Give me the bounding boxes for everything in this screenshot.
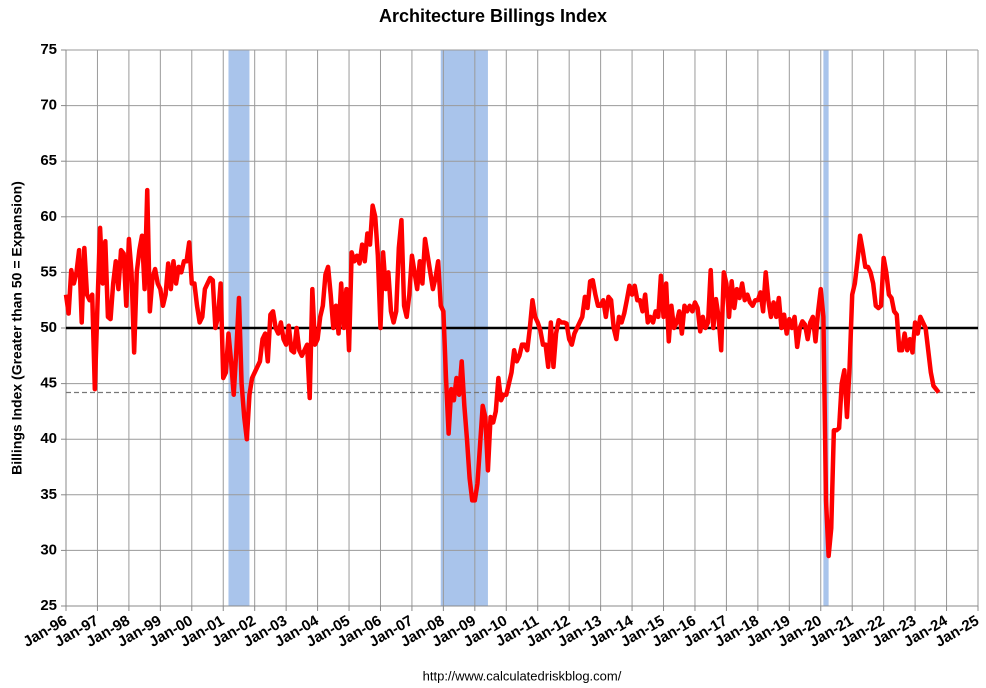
y-tick-label: 60 bbox=[40, 208, 57, 225]
y-tick-label: 35 bbox=[40, 486, 57, 503]
y-tick-label: 75 bbox=[40, 41, 57, 58]
data-line bbox=[63, 187, 941, 559]
y-axis-label: Billings Index (Greater than 50 = Expans… bbox=[9, 181, 25, 475]
y-tick-label: 40 bbox=[40, 430, 57, 447]
y-tick-label: 65 bbox=[40, 152, 57, 169]
y-tick-label: 25 bbox=[40, 597, 57, 614]
chart-title: Architecture Billings Index bbox=[379, 6, 607, 26]
source: http://www.calculatedriskblog.com/ bbox=[423, 668, 622, 683]
y-tick-label: 55 bbox=[40, 263, 57, 280]
y-tick-label: 45 bbox=[40, 375, 57, 392]
y-tick-label: 30 bbox=[40, 541, 57, 558]
y-tick-label: 70 bbox=[40, 97, 57, 114]
y-tick-label: 50 bbox=[40, 319, 57, 336]
